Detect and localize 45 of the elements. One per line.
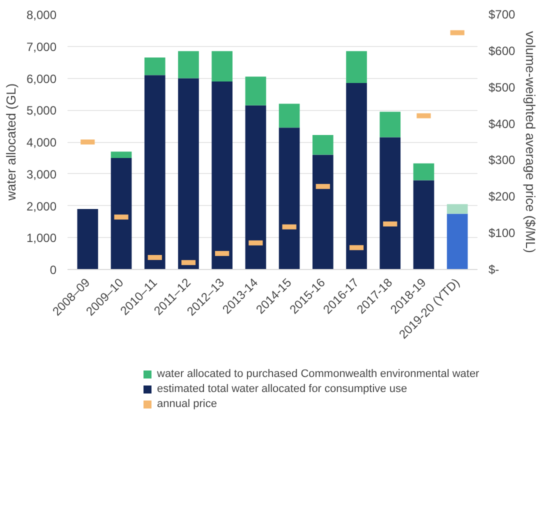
y2-tick-label: $500	[488, 80, 516, 94]
y-tick-label: 8,000	[26, 8, 57, 22]
bar	[380, 112, 401, 138]
y2-tick-label: $200	[488, 190, 516, 204]
y-tick-label: 3,000	[26, 167, 57, 182]
bar	[380, 137, 401, 270]
bar	[144, 58, 166, 76]
bar	[178, 51, 199, 78]
bar	[278, 128, 300, 270]
y2-tick-label: $600	[488, 44, 516, 58]
legend-label: estimated total water allocated for consumptive use	[157, 382, 408, 396]
bar	[245, 76, 266, 106]
bar	[346, 83, 367, 270]
y-tick-label: 7,000	[26, 40, 57, 54]
bar	[110, 152, 132, 158]
bar	[312, 134, 334, 155]
bar	[278, 104, 300, 128]
bar	[245, 105, 266, 270]
bar	[212, 51, 233, 82]
y2-tick-label: $400	[488, 116, 516, 131]
y-tick-label: 5,000	[26, 104, 57, 118]
y2-tick-label: $700	[488, 8, 516, 22]
y-axis-title: water allocated (GL)	[3, 83, 18, 202]
bar	[178, 78, 199, 270]
legend-label: water allocated to purchased Commonwealth environmental water	[157, 367, 480, 381]
bar	[212, 81, 233, 270]
bar	[446, 214, 468, 270]
y-tick-label: 1,000	[26, 231, 57, 246]
bar	[413, 163, 434, 180]
bar	[413, 180, 434, 270]
bar	[446, 204, 468, 214]
y2-tick-label: $-	[488, 262, 500, 276]
bar	[144, 75, 166, 270]
y-tick-label: 2,000	[26, 199, 57, 214]
y2-tick-label: $100	[488, 226, 516, 240]
y-tick-label: 4,000	[26, 136, 57, 150]
y-tick-label: 0	[50, 263, 57, 277]
bar	[312, 154, 334, 270]
bar	[77, 208, 98, 270]
legend-label: annual price	[157, 397, 217, 411]
bar	[346, 51, 367, 84]
bar	[110, 158, 132, 270]
y2-axis-title: volume-weighted average price ($/ML)	[523, 31, 538, 253]
y2-tick-label: $300	[488, 153, 516, 168]
y-tick-label: 6,000	[26, 72, 57, 86]
